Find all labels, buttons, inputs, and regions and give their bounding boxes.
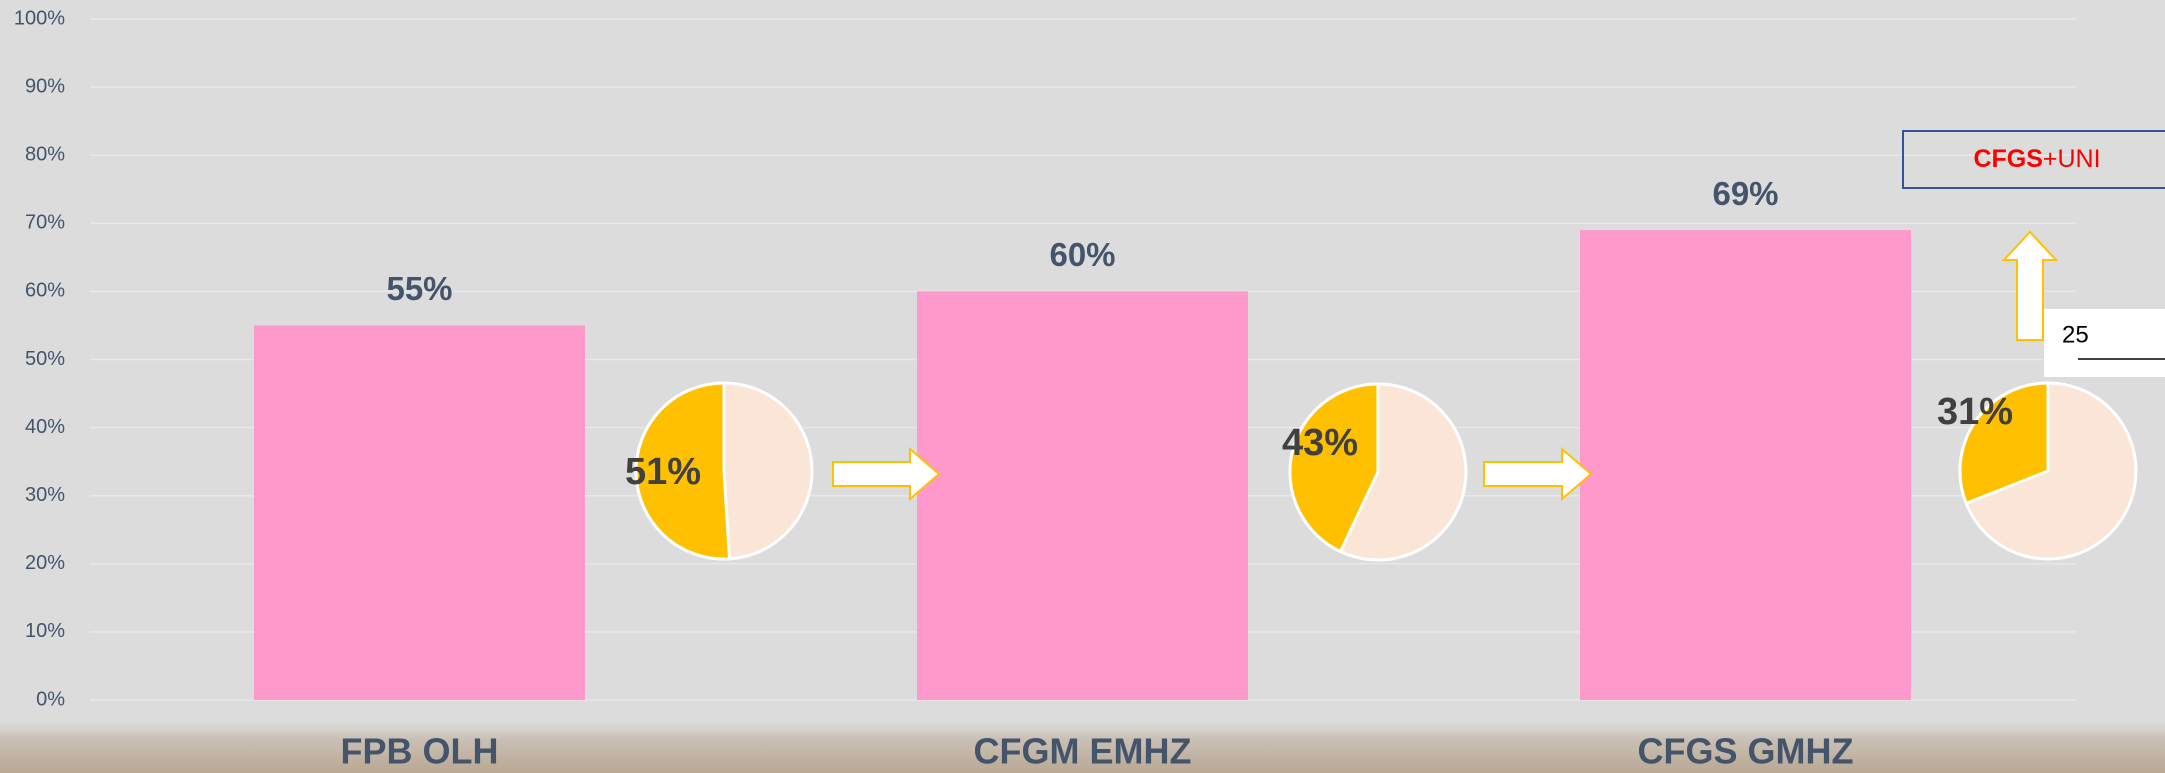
- bar-value-label: 69%: [1712, 175, 1778, 212]
- pie-slice: [1958, 381, 2050, 506]
- y-tick-label: 20%: [25, 552, 65, 574]
- bar-value-label: 55%: [386, 270, 452, 307]
- bar: [1580, 230, 1911, 701]
- y-tick-label: 0%: [36, 688, 65, 710]
- y-tick-label: 30%: [25, 484, 65, 506]
- input-value[interactable]: 25: [2062, 321, 2089, 348]
- y-tick-label: 70%: [25, 212, 65, 234]
- x-tick-label: FPB OLH: [341, 731, 499, 772]
- y-tick-label: 10%: [25, 620, 65, 642]
- background-strip: [0, 722, 2165, 773]
- y-tick-label: 90%: [25, 75, 65, 97]
- x-tick-label: CFGS GMHZ: [1638, 731, 1854, 772]
- bar: [917, 291, 1248, 700]
- arrow: [1483, 446, 1593, 502]
- annotation-bold: CFGS: [1973, 145, 2042, 173]
- y-tick-label: 40%: [25, 416, 65, 438]
- arrow: [832, 446, 941, 502]
- pie-slice: [1288, 382, 1380, 554]
- arrow: [2001, 230, 2059, 341]
- plot-area: 0% 10% 20% 30% 40% 50% 60% 70% 80% 90% 100% 55% FPB …: [14, 7, 2138, 772]
- input-box[interactable]: [2044, 309, 2165, 377]
- pie-label: 43%: [1282, 422, 1358, 464]
- y-tick-label: 50%: [25, 348, 65, 370]
- annotation-box: [1902, 130, 2165, 189]
- bar-value-label: 60%: [1049, 236, 1115, 273]
- y-tick-label: 100%: [14, 7, 65, 29]
- x-tick-label: CFGM EMHZ: [974, 731, 1192, 772]
- y-tick-label: 60%: [25, 280, 65, 302]
- pie-slice: [634, 381, 732, 561]
- annotation-text: CFGS+UNI: [1973, 145, 2100, 173]
- bar: [254, 325, 585, 700]
- pie-label: 51%: [625, 451, 701, 493]
- pie-label: 31%: [1937, 391, 2013, 433]
- y-tick-label: 80%: [25, 143, 65, 165]
- annotation-rest: +UNI: [2043, 145, 2101, 173]
